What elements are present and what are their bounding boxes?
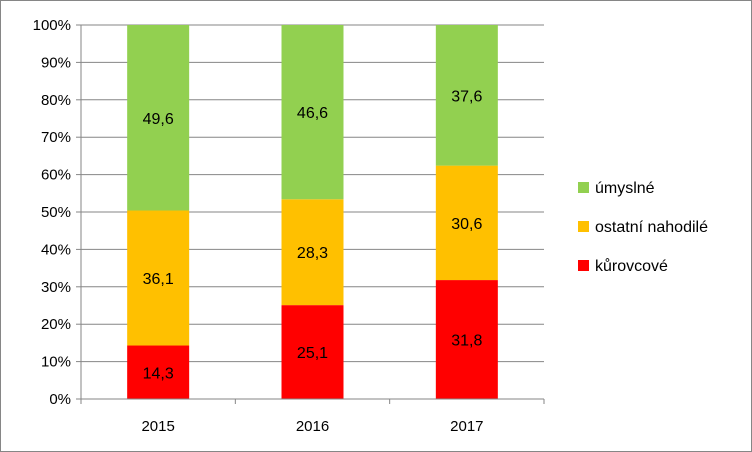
data-label: 25,1 bbox=[297, 345, 328, 362]
bar-segment bbox=[281, 25, 344, 200]
data-label: 37,6 bbox=[451, 88, 482, 105]
data-label: 36,1 bbox=[143, 271, 174, 288]
y-tick-label: 100% bbox=[33, 17, 71, 34]
data-label: 46,6 bbox=[297, 105, 328, 122]
y-tick-label: 40% bbox=[41, 241, 71, 258]
bar-segment bbox=[435, 165, 498, 281]
data-labels: 14,3 36,1 49,6 25,1 28,3 46,6 31,8 30,6 37,6 bbox=[143, 88, 483, 382]
y-tick-label: 30% bbox=[41, 279, 71, 296]
y-tick-label: 70% bbox=[41, 129, 71, 146]
bar-segment bbox=[127, 210, 190, 346]
bar-segment bbox=[435, 280, 498, 399]
x-tick-label: 2015 bbox=[141, 418, 174, 435]
y-tick-label: 0% bbox=[49, 391, 71, 408]
y-tick-label: 90% bbox=[41, 54, 71, 71]
data-label: 31,8 bbox=[451, 333, 482, 350]
legend-label: úmyslné bbox=[595, 180, 655, 197]
data-label: 14,3 bbox=[143, 365, 174, 382]
y-tick-label: 50% bbox=[41, 204, 71, 221]
bar-segment bbox=[127, 25, 190, 211]
y-tick-label: 60% bbox=[41, 167, 71, 184]
legend-swatch bbox=[578, 182, 589, 193]
legend: úmyslné ostatní nahodilé kůrovcové bbox=[578, 180, 708, 275]
data-label: 49,6 bbox=[143, 111, 174, 128]
bar-segment bbox=[127, 345, 190, 399]
y-tick-label: 10% bbox=[41, 354, 71, 371]
y-tick-label: 20% bbox=[41, 316, 71, 333]
bar-segment bbox=[435, 25, 498, 166]
axes: 0% 10% 20% 30% 40% 50% 60% 70% 80% 90% 100% 2015 201… bbox=[33, 17, 545, 435]
bar-segment bbox=[281, 199, 344, 306]
legend-label: ostatní nahodilé bbox=[595, 219, 708, 236]
legend-label: kůrovcové bbox=[595, 257, 668, 275]
y-tick-label: 80% bbox=[41, 92, 71, 109]
bar-segment bbox=[281, 305, 344, 399]
legend-swatch bbox=[578, 260, 589, 271]
x-tick-label: 2016 bbox=[296, 418, 329, 435]
data-label: 28,3 bbox=[297, 245, 328, 262]
data-label: 30,6 bbox=[451, 216, 482, 233]
legend-swatch bbox=[578, 221, 589, 232]
x-tick-label: 2017 bbox=[450, 418, 483, 435]
bars bbox=[127, 25, 498, 399]
